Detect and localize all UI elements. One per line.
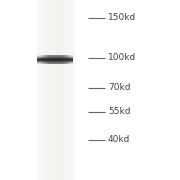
Bar (37, 55, 73, 56)
Bar (69, 0, 71, 180)
Bar (50, 0, 52, 180)
Bar (44, 55, 46, 64)
Bar (46, 55, 48, 64)
Bar (48, 55, 50, 64)
Bar (45, 0, 46, 180)
Bar (62, 0, 64, 180)
Bar (53, 55, 55, 64)
Bar (42, 55, 44, 64)
Bar (67, 0, 69, 180)
Bar (39, 0, 41, 180)
Bar (37, 56, 73, 57)
Bar (57, 55, 59, 64)
Bar (41, 0, 43, 180)
Bar (50, 55, 51, 64)
Bar (60, 55, 62, 64)
Bar (48, 0, 50, 180)
Bar (37, 63, 73, 64)
Bar (68, 55, 69, 64)
Text: 40kd: 40kd (108, 136, 130, 145)
Bar (66, 55, 68, 64)
Text: 55kd: 55kd (108, 107, 130, 116)
Bar (62, 55, 64, 64)
Bar (64, 0, 66, 180)
Bar (37, 61, 73, 62)
Bar (37, 62, 73, 63)
Bar (37, 60, 73, 61)
Bar (56, 0, 58, 180)
Bar (37, 55, 39, 64)
Bar (71, 55, 73, 64)
Bar (59, 55, 60, 64)
Bar (54, 0, 56, 180)
Text: 100kd: 100kd (108, 53, 136, 62)
Bar (55, 55, 57, 64)
Bar (69, 55, 71, 64)
Bar (37, 59, 73, 60)
Text: 70kd: 70kd (108, 84, 130, 93)
Bar (64, 55, 66, 64)
Bar (58, 0, 60, 180)
Bar (46, 0, 48, 180)
Bar (37, 58, 73, 59)
Bar (37, 57, 73, 58)
Bar (71, 0, 73, 180)
Bar (37, 0, 39, 180)
Bar (43, 0, 45, 180)
Text: 150kd: 150kd (108, 14, 136, 22)
Bar (60, 0, 62, 180)
Bar (39, 55, 41, 64)
Bar (66, 0, 67, 180)
Bar (52, 0, 54, 180)
Bar (73, 0, 75, 180)
Bar (41, 55, 42, 64)
Bar (51, 55, 53, 64)
